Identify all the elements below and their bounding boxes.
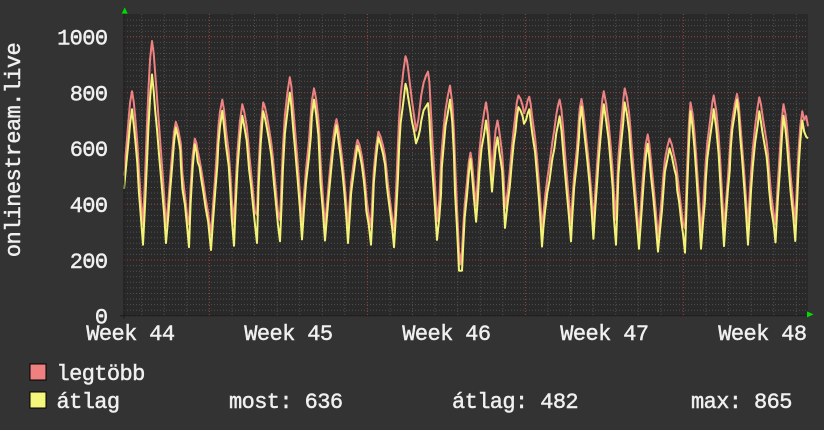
svg-text:Week 47: Week 47 xyxy=(560,322,648,347)
svg-text:onlinestream.live: onlinestream.live xyxy=(2,43,27,257)
svg-text:most: 636: most: 636 xyxy=(229,390,342,415)
svg-text:átlag: átlag xyxy=(57,390,120,415)
svg-text:800: 800 xyxy=(70,82,108,107)
svg-text:200: 200 xyxy=(70,250,108,275)
svg-text:Week 44: Week 44 xyxy=(86,322,175,347)
svg-text:Week 45: Week 45 xyxy=(244,322,332,347)
svg-text:Week 46: Week 46 xyxy=(402,322,490,347)
svg-text:1000: 1000 xyxy=(57,27,107,52)
svg-text:400: 400 xyxy=(70,194,108,219)
svg-text:600: 600 xyxy=(70,138,108,163)
svg-text:legtöbb: legtöbb xyxy=(57,362,145,387)
svg-text:max: 865: max: 865 xyxy=(691,390,792,415)
svg-text:átlag: 482: átlag: 482 xyxy=(452,390,578,415)
svg-text:0: 0 xyxy=(95,306,108,331)
svg-text:Week 48: Week 48 xyxy=(718,322,806,347)
